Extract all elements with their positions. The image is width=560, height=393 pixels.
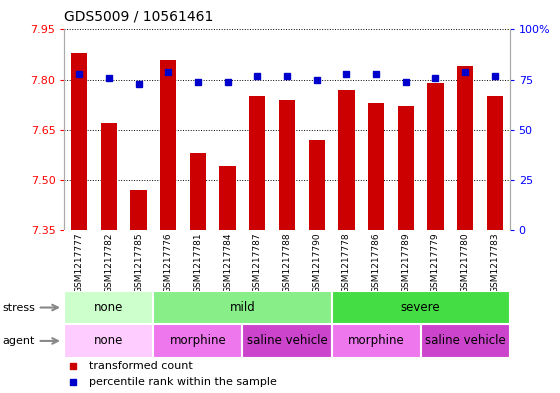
Text: none: none bbox=[94, 301, 124, 314]
Bar bbox=[279, 100, 295, 230]
Bar bbox=[332, 291, 510, 324]
Bar bbox=[130, 190, 147, 230]
Text: saline vehicle: saline vehicle bbox=[246, 334, 328, 347]
Bar bbox=[249, 96, 265, 230]
Text: GSM1217779: GSM1217779 bbox=[431, 232, 440, 293]
Text: GSM1217790: GSM1217790 bbox=[312, 232, 321, 293]
Bar bbox=[421, 324, 510, 358]
Text: morphine: morphine bbox=[348, 334, 404, 347]
Text: GSM1217784: GSM1217784 bbox=[223, 232, 232, 293]
Bar bbox=[153, 291, 332, 324]
Text: mild: mild bbox=[230, 301, 255, 314]
Text: GSM1217781: GSM1217781 bbox=[193, 232, 203, 293]
Text: GSM1217783: GSM1217783 bbox=[490, 232, 500, 293]
Text: GSM1217789: GSM1217789 bbox=[401, 232, 410, 293]
Text: GSM1217788: GSM1217788 bbox=[282, 232, 292, 293]
Text: transformed count: transformed count bbox=[89, 362, 193, 371]
Bar bbox=[309, 140, 325, 230]
Bar bbox=[64, 324, 153, 358]
Bar bbox=[71, 53, 87, 230]
Bar bbox=[64, 291, 153, 324]
Bar bbox=[487, 96, 503, 230]
Text: GSM1217787: GSM1217787 bbox=[253, 232, 262, 293]
Bar bbox=[368, 103, 384, 230]
Bar bbox=[427, 83, 444, 230]
Bar bbox=[160, 60, 176, 230]
Bar bbox=[101, 123, 117, 230]
Bar bbox=[153, 324, 242, 358]
Text: GSM1217776: GSM1217776 bbox=[164, 232, 173, 293]
Text: morphine: morphine bbox=[170, 334, 226, 347]
Text: GSM1217780: GSM1217780 bbox=[460, 232, 470, 293]
Text: percentile rank within the sample: percentile rank within the sample bbox=[89, 377, 277, 387]
Bar bbox=[457, 66, 473, 230]
Text: GDS5009 / 10561461: GDS5009 / 10561461 bbox=[64, 9, 214, 24]
Text: GSM1217786: GSM1217786 bbox=[371, 232, 381, 293]
Text: GSM1217785: GSM1217785 bbox=[134, 232, 143, 293]
Bar bbox=[332, 324, 421, 358]
Text: GSM1217782: GSM1217782 bbox=[104, 232, 114, 293]
Text: severe: severe bbox=[401, 301, 440, 314]
Text: GSM1217777: GSM1217777 bbox=[74, 232, 84, 293]
Text: agent: agent bbox=[3, 336, 35, 346]
Bar bbox=[338, 90, 354, 230]
Text: none: none bbox=[94, 334, 124, 347]
Text: GSM1217778: GSM1217778 bbox=[342, 232, 351, 293]
Text: saline vehicle: saline vehicle bbox=[424, 334, 506, 347]
Bar bbox=[242, 324, 332, 358]
Bar bbox=[220, 167, 236, 230]
Bar bbox=[190, 153, 206, 230]
Text: stress: stress bbox=[3, 303, 36, 312]
Bar bbox=[398, 107, 414, 230]
